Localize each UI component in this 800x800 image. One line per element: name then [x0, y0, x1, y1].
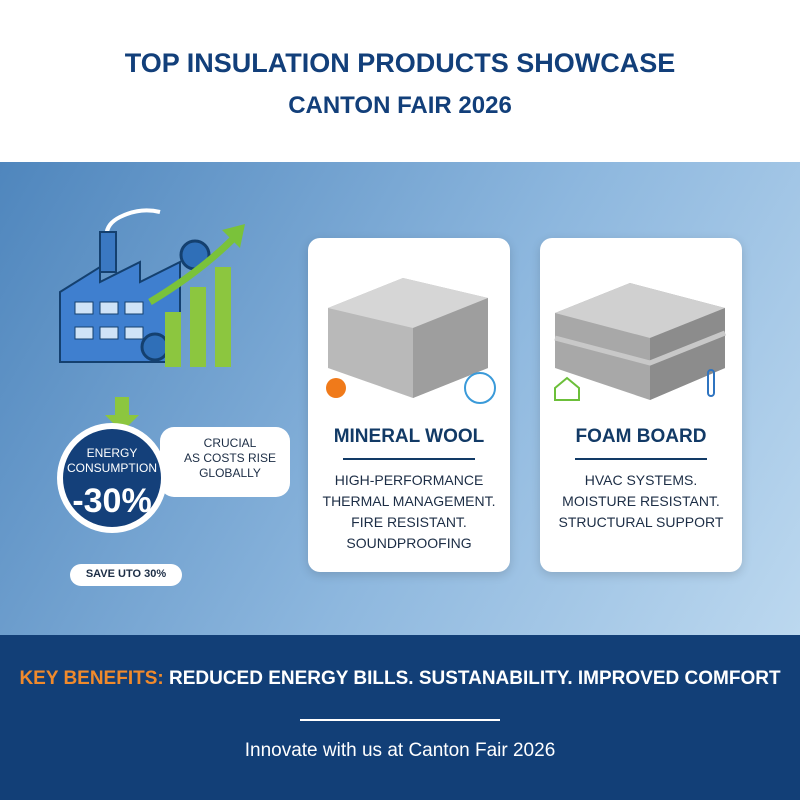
product-name: FOAM BOARD: [575, 426, 707, 447]
product-card: FOAM BOARD HVAC SYSTEMS. MOISTURE RESIST…: [540, 238, 742, 572]
feature: SOUNDPROOFING: [346, 535, 472, 551]
illustration: [57, 208, 290, 586]
feature: STRUCTURAL SUPPORT: [558, 514, 724, 530]
benefits-text: REDUCED ENERGY BILLS. SUSTANABILITY. IMP…: [169, 668, 781, 689]
feature: FIRE RESISTANT.: [351, 514, 467, 530]
product-image: [554, 283, 726, 401]
energy-value: -30%: [72, 482, 152, 520]
product-card: MINERAL WOOL HIGH-PERFORMANCE THERMAL MA…: [308, 238, 510, 572]
feature: HVAC SYSTEMS.: [584, 472, 698, 488]
energy-label-line: ENERGY: [86, 446, 138, 460]
callout-line: AS COSTS RISE: [183, 451, 277, 465]
energy-label-line: CONSUMPTION: [67, 461, 157, 475]
tagline: Innovate with us at Canton Fair 2026: [244, 740, 556, 761]
energy-label: ENERGY CONSUMPTION: [62, 446, 162, 476]
product-name: MINERAL WOOL: [333, 426, 485, 447]
product-features: HVAC SYSTEMS. MOISTURE RESISTANT. STRUCT…: [540, 470, 742, 533]
feature: MOISTURE RESISTANT.: [562, 493, 720, 509]
benefits-label: KEY BENEFITS:: [19, 668, 164, 689]
footer: [0, 635, 800, 800]
product-features: HIGH-PERFORMANCE THERMAL MANAGEMENT. FIR…: [308, 470, 510, 554]
divider: [575, 458, 707, 460]
callout-line: CRUCIAL: [203, 436, 257, 450]
benefits: KEY BENEFITS: REDUCED ENERGY BILLS. SUST…: [0, 668, 800, 690]
subtitle: CANTON FAIR 2026: [288, 92, 512, 119]
feature: HIGH-PERFORMANCE: [334, 472, 484, 488]
callout: CRUCIAL AS COSTS RISE GLOBALLY: [180, 436, 280, 481]
footer-divider: [300, 719, 500, 721]
product-image: [326, 278, 496, 404]
title: TOP INSULATION PRODUCTS SHOWCASE: [124, 48, 676, 78]
divider: [343, 458, 475, 460]
feature: THERMAL MANAGEMENT.: [322, 493, 496, 509]
callout-line: GLOBALLY: [199, 466, 261, 480]
save-note: SAVE UTO 30%: [85, 568, 167, 580]
